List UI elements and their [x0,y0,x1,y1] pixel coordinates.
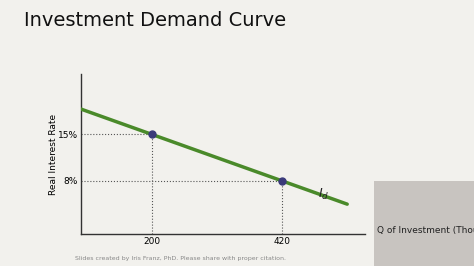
Point [148,132,155,136]
Y-axis label: Real Interest Rate: Real Interest Rate [49,114,58,195]
Point [278,179,286,183]
Text: Q of Investment (Thousands): Q of Investment (Thousands) [377,226,474,235]
Text: $I_d$: $I_d$ [318,187,329,202]
Text: Slides created by Iris Franz, PhD. Please share with proper citation.: Slides created by Iris Franz, PhD. Pleas… [74,256,286,261]
Text: Investment Demand Curve: Investment Demand Curve [24,11,286,30]
